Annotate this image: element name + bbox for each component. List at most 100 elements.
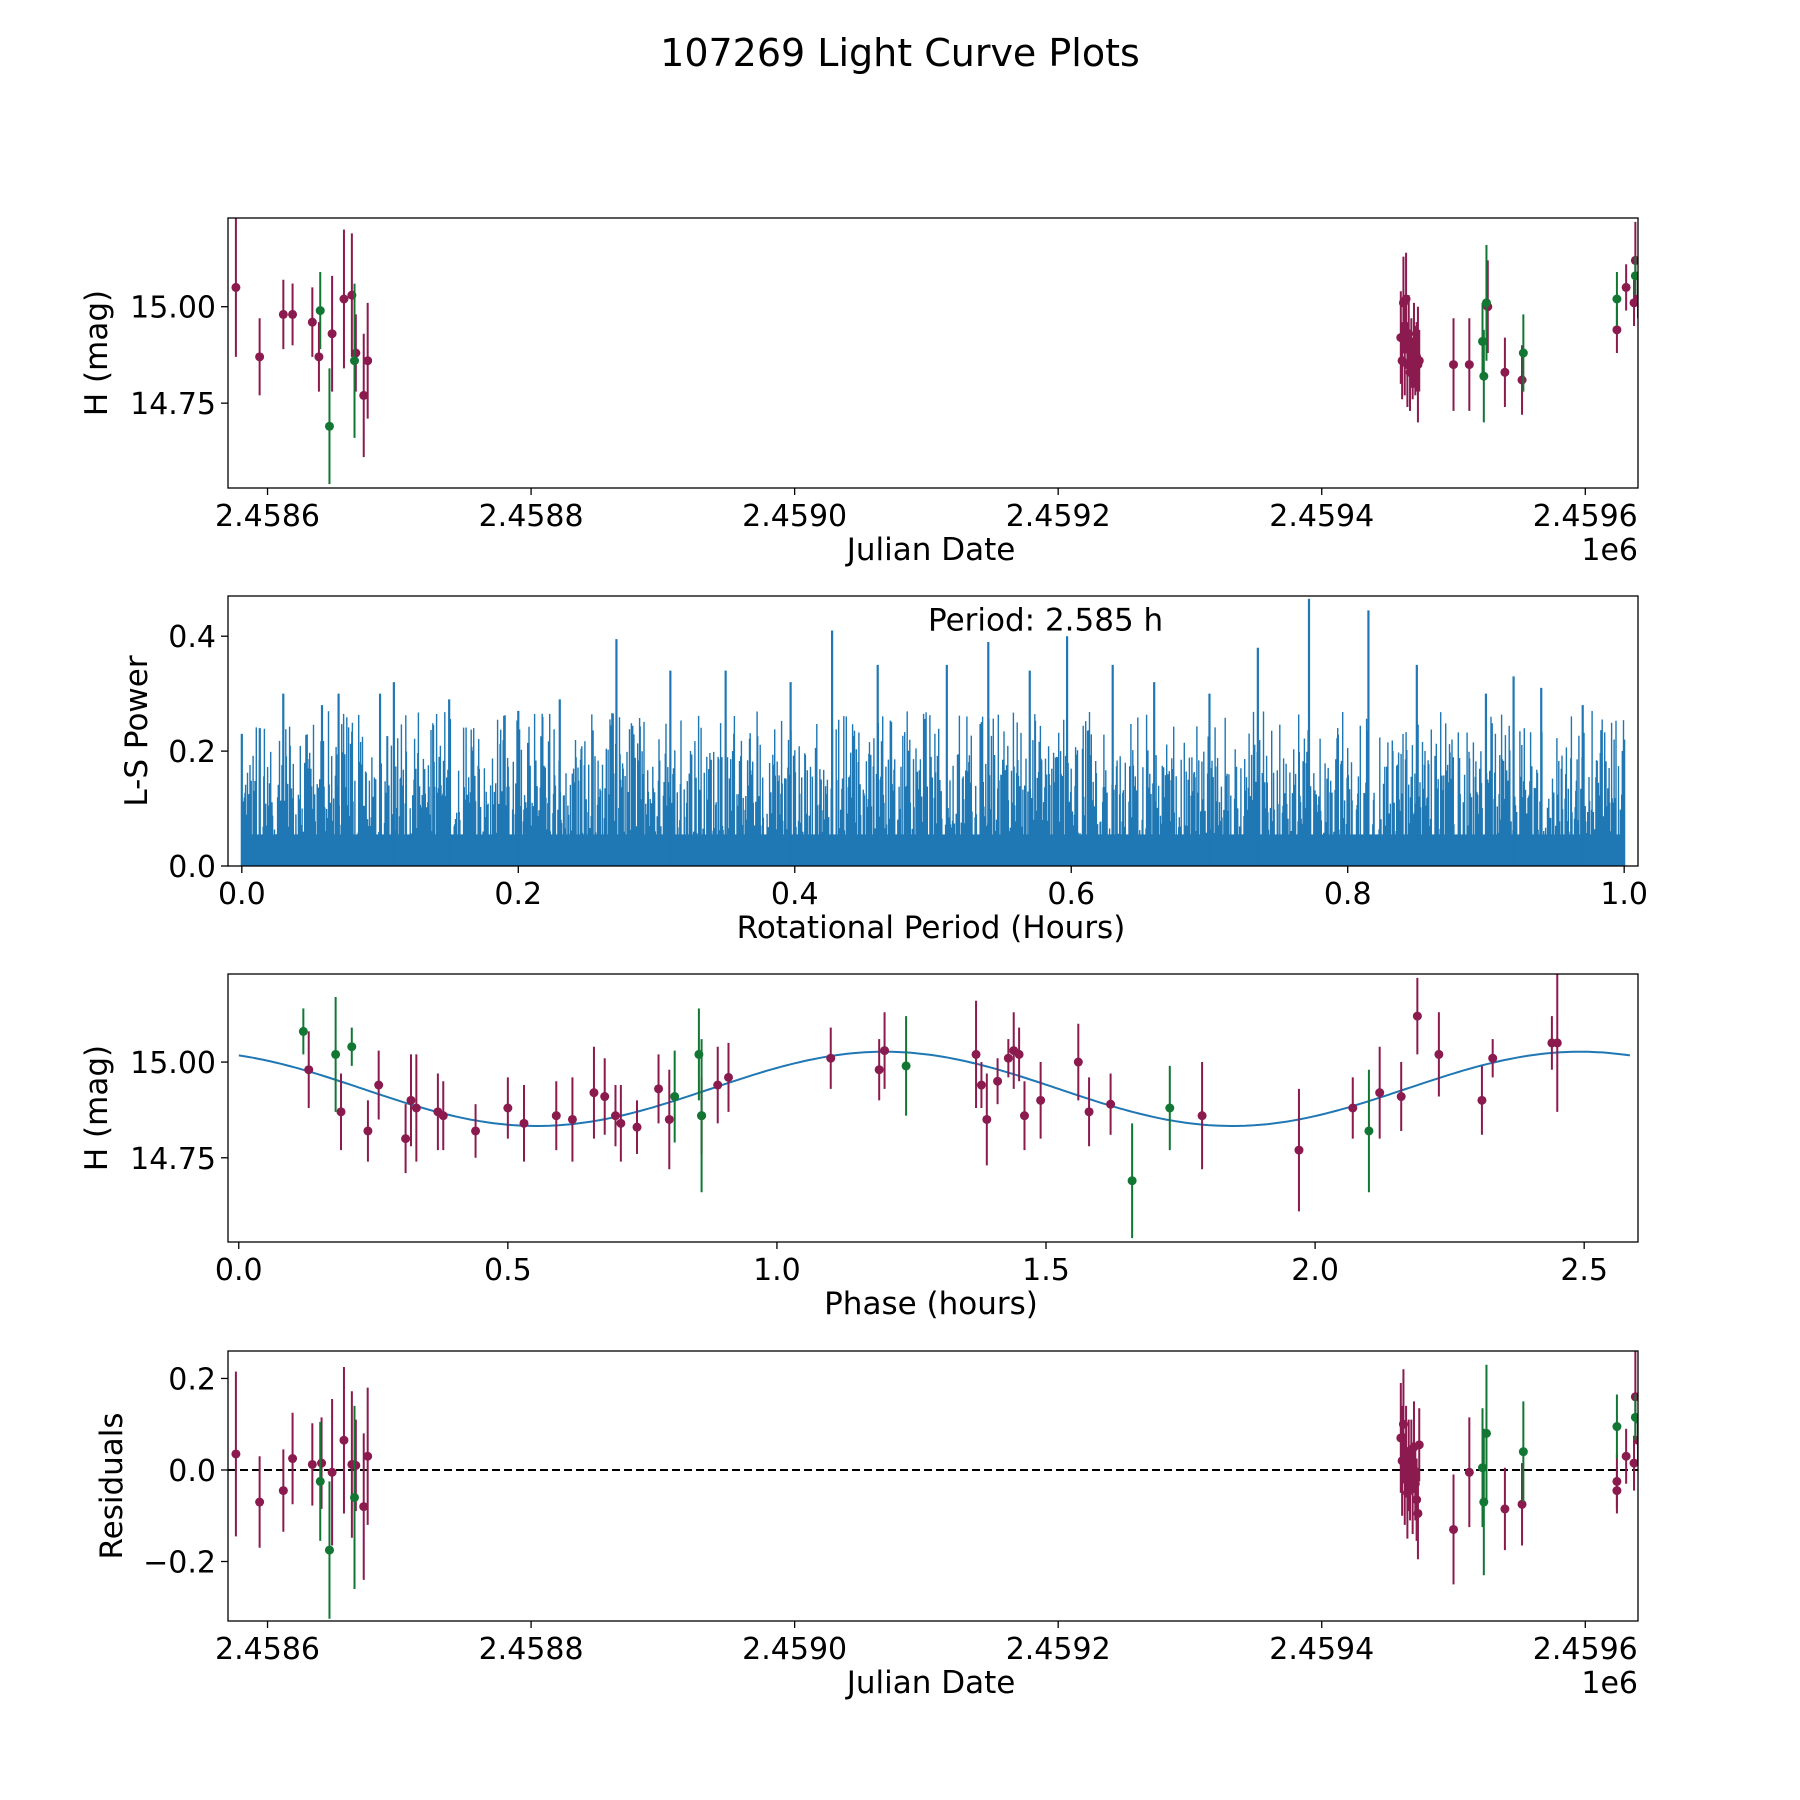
data-point	[288, 283, 298, 346]
data-point	[976, 1062, 986, 1108]
point-marker	[1449, 1524, 1459, 1534]
point-marker	[1003, 1053, 1013, 1063]
point-marker	[589, 1088, 599, 1098]
series-r	[304, 974, 1562, 1212]
point-marker	[1517, 375, 1527, 385]
data-point	[347, 1027, 357, 1066]
data-point	[1003, 1039, 1013, 1078]
point-marker	[982, 1114, 992, 1124]
point-marker	[351, 1460, 361, 1470]
point-marker	[826, 1053, 836, 1063]
data-point	[255, 1456, 265, 1548]
point-marker	[1348, 1103, 1358, 1113]
y-axis-label: L-S Power	[119, 655, 155, 806]
point-marker	[324, 1545, 334, 1555]
data-point	[1036, 1062, 1046, 1139]
point-marker	[317, 1458, 327, 1468]
point-marker	[1414, 356, 1424, 366]
data-point	[551, 1081, 561, 1151]
data-point	[315, 1421, 325, 1541]
data-point	[336, 1073, 346, 1151]
point-marker	[1518, 348, 1528, 358]
point-marker	[1396, 1092, 1406, 1102]
data-point	[350, 1405, 360, 1589]
y-tick-label: 15.00	[130, 291, 216, 326]
point-marker	[350, 1492, 360, 1502]
point-marker	[411, 1103, 421, 1113]
point-marker	[278, 1486, 288, 1496]
data-point	[350, 283, 360, 438]
point-marker	[231, 282, 241, 292]
panel-folded: 0.0 0.5 1.0 1.5 2.0 2.5 14.75 15.00 Phase (hours…	[79, 973, 1639, 1322]
data-point	[339, 1367, 349, 1514]
data-point	[1612, 272, 1622, 326]
point-marker	[363, 356, 373, 366]
data-point	[874, 1039, 884, 1101]
point-marker	[347, 1042, 357, 1052]
point-marker	[1375, 1088, 1385, 1098]
x-tick-label: 1.0	[1600, 877, 1648, 912]
panel-residuals: 2.4586 2.4588 2.4590 2.4592 2.4594 2.4596 −0.2…	[94, 1350, 1639, 1701]
point-marker	[327, 1467, 337, 1477]
point-marker	[697, 1111, 707, 1121]
data-point	[278, 1449, 288, 1532]
x-tick-label: 2.4586	[215, 499, 320, 534]
data-point	[1621, 264, 1631, 311]
point-marker	[1413, 1508, 1423, 1518]
data-point	[1464, 1417, 1474, 1528]
data-point	[1634, 271, 1638, 281]
x-offset-label: 1e6	[1581, 1666, 1638, 1701]
y-tick-label: −0.2	[143, 1546, 216, 1581]
point-marker	[1612, 294, 1622, 304]
data-point	[363, 302, 373, 419]
point-marker	[1464, 1467, 1474, 1477]
point-marker	[670, 1092, 680, 1102]
x-tick-label: 0.8	[1324, 877, 1372, 912]
point-marker	[1019, 1111, 1029, 1121]
y-tick-label: 0.0	[168, 1454, 216, 1489]
series-g	[315, 1364, 1638, 1619]
data-point	[231, 218, 241, 357]
point-marker	[664, 1114, 674, 1124]
point-marker	[363, 1126, 373, 1136]
point-marker	[993, 1076, 1003, 1086]
data-point	[327, 1399, 337, 1546]
x-axis-label: Rotational Period (Hours)	[737, 910, 1126, 946]
data-point	[600, 1058, 610, 1135]
data-point	[411, 1054, 421, 1162]
point-marker	[1517, 1499, 1527, 1509]
x-tick-label: 2.0	[1291, 1253, 1339, 1288]
data-point	[713, 1046, 723, 1124]
point-marker	[315, 306, 325, 316]
x-axis-label: Julian Date	[845, 1665, 1016, 1701]
data-point	[826, 1027, 836, 1089]
data-point	[406, 1054, 416, 1147]
point-marker	[1464, 360, 1474, 370]
y-tick-label: 0.2	[168, 735, 216, 770]
data-point	[503, 1077, 513, 1139]
point-marker	[1481, 1428, 1491, 1438]
panel-periodogram: Period: 2.585 h 0.0 0.2 0.4 0.6 0.8 1.0 0.0 0.2 0…	[119, 595, 1648, 946]
data-point	[1449, 1474, 1459, 1585]
point-marker	[971, 1049, 981, 1059]
data-point	[1612, 1467, 1622, 1514]
point-marker	[350, 356, 360, 366]
point-marker	[567, 1114, 577, 1124]
x-axis-label: Julian Date	[845, 532, 1016, 568]
data-point	[307, 1423, 317, 1506]
x-offset-label: 1e6	[1581, 533, 1638, 568]
point-marker	[600, 1092, 610, 1102]
data-point	[1396, 1062, 1406, 1131]
data-point	[1294, 1088, 1304, 1212]
data-point	[438, 1081, 448, 1151]
data-point	[632, 1100, 642, 1154]
data-point	[255, 318, 265, 396]
point-marker	[1014, 1049, 1024, 1059]
data-point	[589, 1046, 599, 1139]
x-tick-label: 2.4596	[1533, 499, 1638, 534]
data-point	[982, 1073, 992, 1166]
point-marker	[610, 1111, 620, 1121]
data-point	[1517, 1463, 1527, 1546]
data-point	[324, 368, 334, 485]
point-marker	[1106, 1099, 1116, 1109]
